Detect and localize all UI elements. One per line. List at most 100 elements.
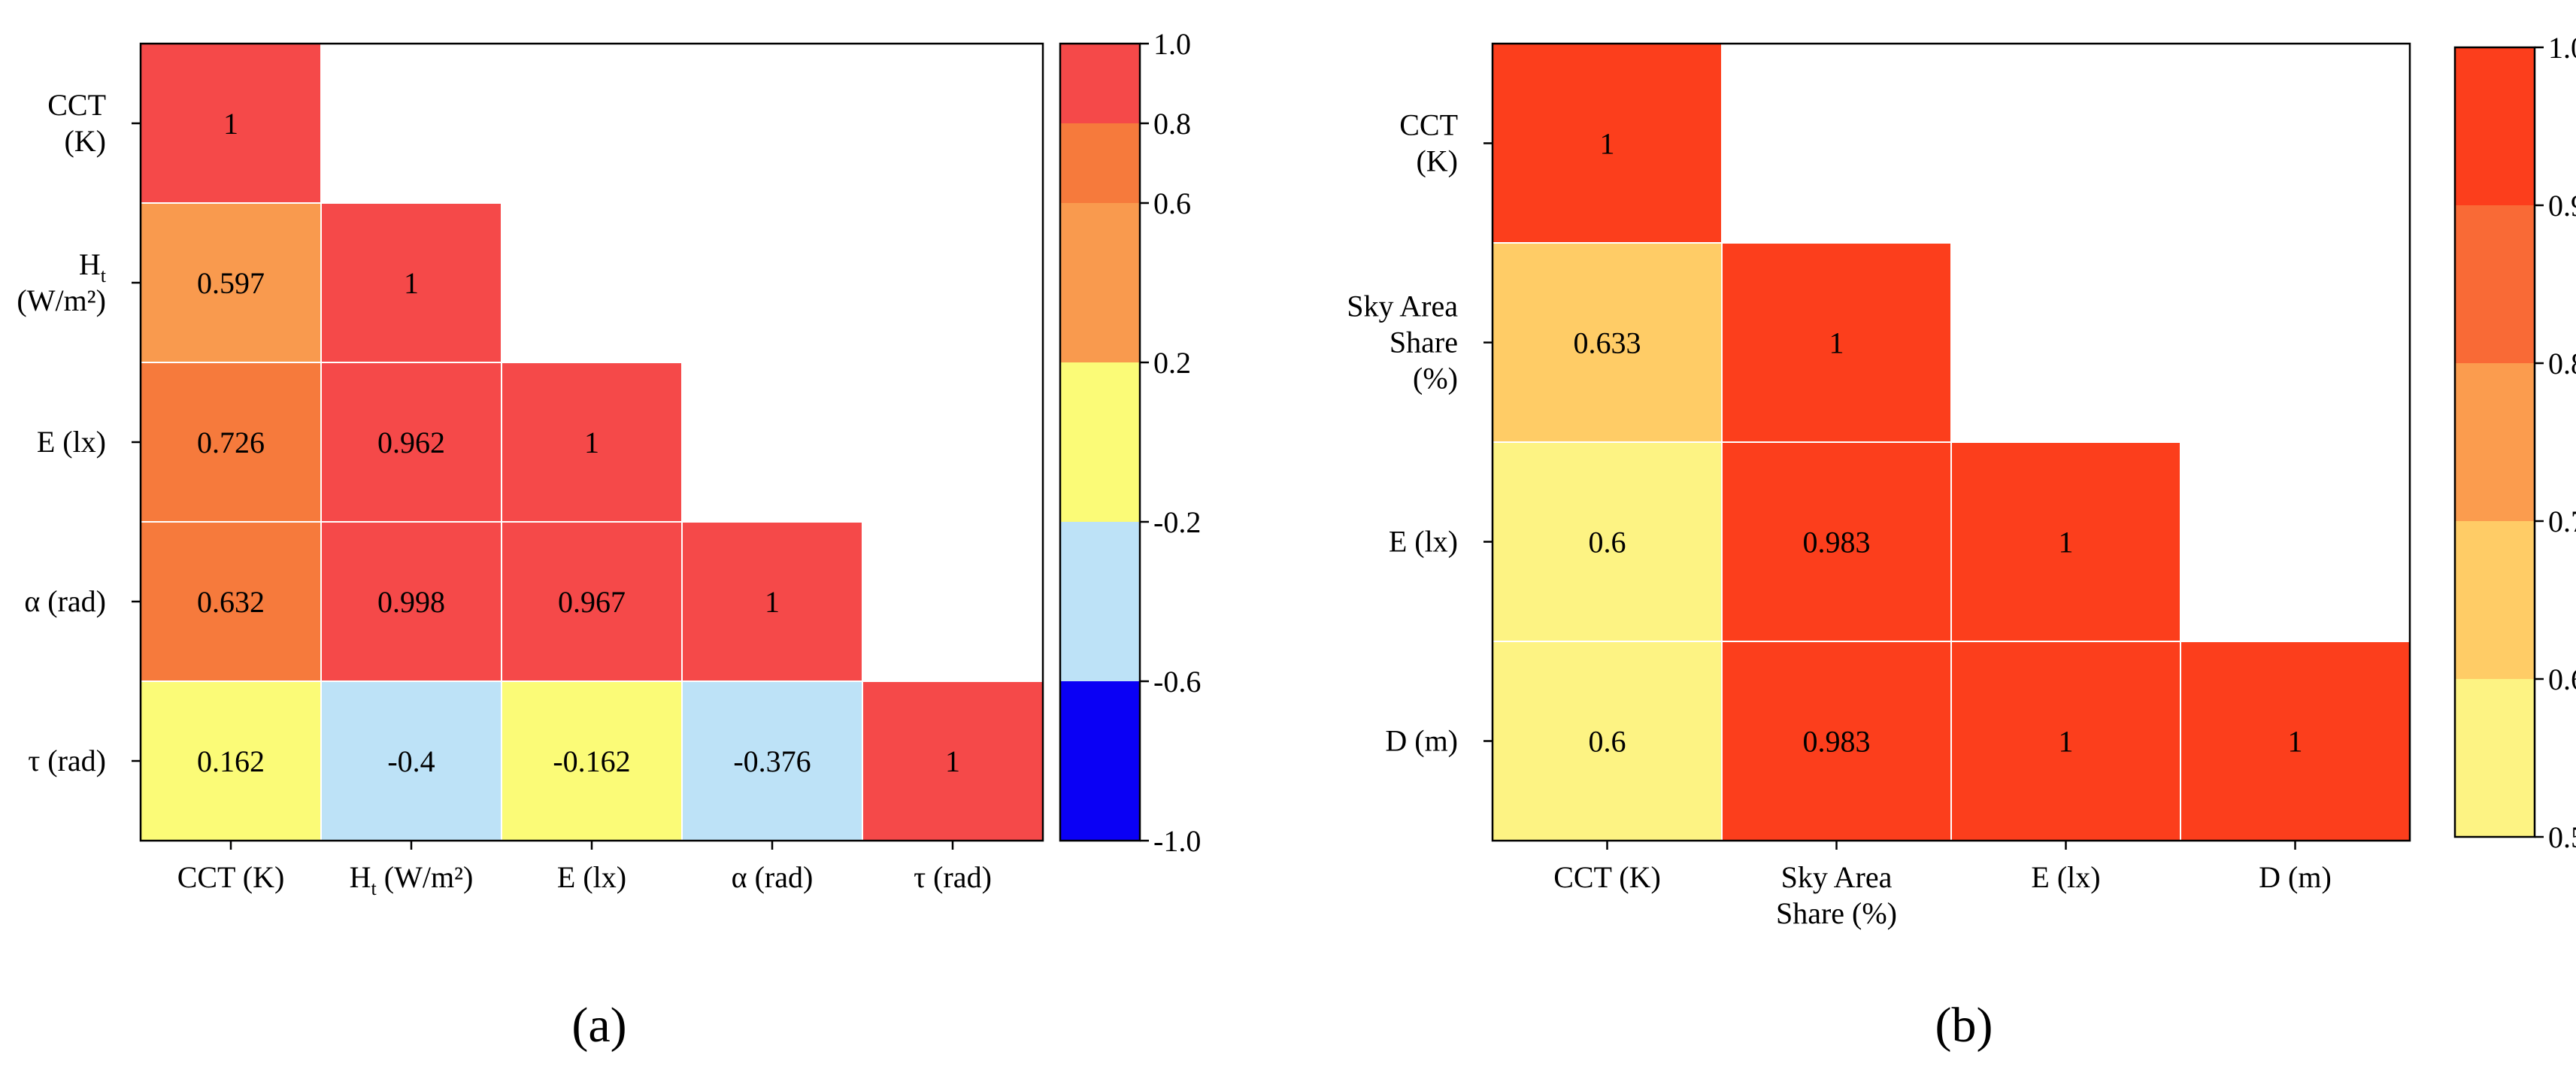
colorbar-tick-label: 0.5	[2548, 820, 2576, 854]
colorbar-segment	[1060, 203, 1140, 362]
x-tick-label-3-line: D (m)	[2259, 860, 2332, 894]
y-tick-label-2: E (lx)	[1389, 525, 1458, 559]
colorbar-segment	[1060, 44, 1140, 123]
x-tick-label-1-subscript: t	[371, 878, 377, 899]
y-tick-label-1-subscript: t	[101, 265, 107, 286]
cell-value-r1-c0: 0.633	[1574, 326, 1641, 360]
x-tick-label-0-line: CCT (K)	[1553, 860, 1661, 894]
colorbar-tick-label: 0.2	[1153, 346, 1191, 380]
cell-value-r2-c1: 0.962	[377, 426, 445, 459]
colorbar-tick-label: 0.7	[2548, 505, 2576, 538]
y-tick-label-1-main: H	[79, 247, 101, 281]
heatmap-cell-r3-c3	[681, 521, 863, 682]
x-tick-label-4: τ (rad)	[914, 860, 992, 894]
panel-caption: (a)	[571, 998, 626, 1053]
y-axis: CCT (K) Ht (W/m²) E (lx) α (rad) τ (rad)	[17, 88, 141, 777]
heatmap-cell-r2-c0	[1492, 441, 1723, 642]
colorbar-segment	[2455, 679, 2535, 837]
panel-a: 1 0.597 1 0.726 0.962 1 0.632 0.998 0.967 1 0.162 -…	[17, 27, 1201, 1053]
x-tick-label-1: Ht (W/m²)	[350, 860, 474, 899]
heatmap-cell-r0-c0	[140, 43, 322, 204]
colorbar-tick-label: 0.8	[2548, 347, 2576, 380]
panel-b: 1 0.633 1 0.6 0.983 1 0.6 0.983 1 1 CCT (K) Sky Area…	[1347, 31, 2576, 1053]
plot-frame	[1491, 42, 2411, 842]
colorbar: 1.0 0.8 0.6 0.2 -0.2 -0.6 -1.0	[1059, 27, 1201, 858]
x-tick-label-1: Sky Area Share (%)	[1776, 860, 1897, 930]
heatmap-cell-r1-c0	[1492, 242, 1723, 443]
heatmap-cell-r1-c1	[320, 202, 502, 363]
cell-value-r0-c0: 1	[223, 107, 238, 141]
x-tick-label-0-line: CCT (K)	[177, 860, 285, 894]
colorbar-segment	[1060, 522, 1140, 681]
cell-value-r3-c2: 0.967	[558, 585, 626, 619]
colorbar-tick-label: 1.0	[2548, 31, 2576, 65]
cell-value-r2-c2: 1	[2059, 526, 2074, 559]
y-tick-label-2-line: E (lx)	[37, 425, 106, 459]
colorbar-tick-label: 0.8	[1153, 107, 1191, 141]
heatmap-cell-r1-c0	[140, 202, 322, 363]
cell-value-r3-c3: 1	[765, 585, 780, 619]
colorbar-segment	[2455, 47, 2535, 205]
heatmap-cell-r4-c2	[501, 680, 683, 841]
x-tick-label-1-unit: (W/m²)	[377, 860, 474, 894]
colorbar-tick-label: 0.6	[2548, 662, 2576, 696]
y-tick-label-3: α (rad)	[24, 584, 106, 618]
cell-value-r0-c0: 1	[1600, 127, 1615, 161]
x-tick-label-3-line: α (rad)	[732, 860, 814, 894]
x-tick-label-1-line: Sky Area	[1781, 860, 1893, 894]
heatmap-cells: 1 0.597 1 0.726 0.962 1 0.632 0.998 0.967 1 0.162 -…	[140, 43, 1044, 841]
heatmap-cell-r0-c0	[1492, 43, 1723, 244]
cell-value-r4-c1: -0.4	[387, 744, 435, 778]
x-tick-label-1-line: Share (%)	[1776, 896, 1897, 930]
cell-value-r1-c1: 1	[1829, 326, 1844, 360]
x-tick-label-2-line: E (lx)	[557, 860, 626, 894]
colorbar-tick-label: -0.2	[1153, 505, 1201, 539]
heatmap-cells: 1 0.633 1 0.6 0.983 1 0.6 0.983 1 1	[1492, 43, 2411, 841]
y-tick-label-2: E (lx)	[37, 425, 106, 459]
colorbar-segment	[1060, 123, 1140, 203]
x-tick-label-1-main: H	[350, 860, 371, 894]
colorbar-tick-label: -0.6	[1153, 665, 1201, 699]
colorbar-segment	[2455, 205, 2535, 363]
cell-value-r3-c0: 0.632	[197, 585, 265, 619]
colorbar-tick-label: 0.6	[1153, 186, 1191, 220]
cell-value-r3-c1: 0.983	[1803, 725, 1871, 759]
y-tick-label-0-line: (K)	[64, 124, 106, 158]
y-tick-label-3-line: D (m)	[1385, 724, 1458, 758]
x-tick-label-2-line: E (lx)	[2031, 860, 2100, 894]
heatmap-cell-r3-c0	[1492, 641, 1723, 841]
heatmap-cell-r4-c3	[681, 680, 863, 841]
cell-value-r4-c3: -0.376	[733, 744, 811, 778]
y-tick-label-4: τ (rad)	[28, 744, 106, 777]
x-axis: CCT (K) Sky Area Share (%) E (lx) D (m)	[1553, 841, 2332, 930]
cell-value-r3-c2: 1	[2059, 725, 2074, 759]
y-tick-label-0: CCT (K)	[47, 88, 106, 158]
y-tick-label-1-line: Sky Area	[1347, 289, 1458, 323]
y-tick-label-0-line: CCT	[47, 88, 106, 122]
y-tick-label-3: D (m)	[1385, 724, 1458, 758]
cell-value-r3-c1: 0.998	[377, 585, 445, 619]
cell-value-r1-c0: 0.597	[197, 266, 265, 300]
cell-value-r2-c1: 0.983	[1803, 526, 1871, 559]
x-tick-label-4-line: τ (rad)	[914, 860, 992, 894]
colorbar-tick-label: -1.0	[1153, 824, 1201, 858]
y-tick-label-4-line: τ (rad)	[28, 744, 106, 777]
colorbar-frame	[2453, 46, 2536, 838]
heatmap-cell-r1-c1	[1721, 242, 1952, 443]
heatmap-cell-r2-c2	[1950, 441, 2181, 642]
colorbar-tick-label: 0.9	[2548, 189, 2576, 223]
colorbar-segment	[2455, 521, 2535, 679]
cell-value-r2-c0: 0.726	[197, 426, 265, 459]
colorbar: 1.0 0.9 0.8 0.7 0.6 0.5	[2453, 31, 2576, 854]
cell-value-r1-c1: 1	[404, 266, 419, 300]
cell-value-r4-c4: 1	[945, 744, 960, 778]
colorbar-frame	[1059, 42, 1141, 842]
x-tick-label-2: E (lx)	[2031, 860, 2100, 894]
cell-value-r2-c2: 1	[584, 426, 599, 459]
colorbar-segment	[1060, 681, 1140, 841]
heatmap-cell-r2-c0	[140, 362, 322, 523]
colorbar-segment	[1060, 362, 1140, 522]
y-tick-label-0-line: CCT	[1399, 108, 1458, 142]
y-tick-label-1: Sky Area Share (%)	[1347, 289, 1458, 396]
